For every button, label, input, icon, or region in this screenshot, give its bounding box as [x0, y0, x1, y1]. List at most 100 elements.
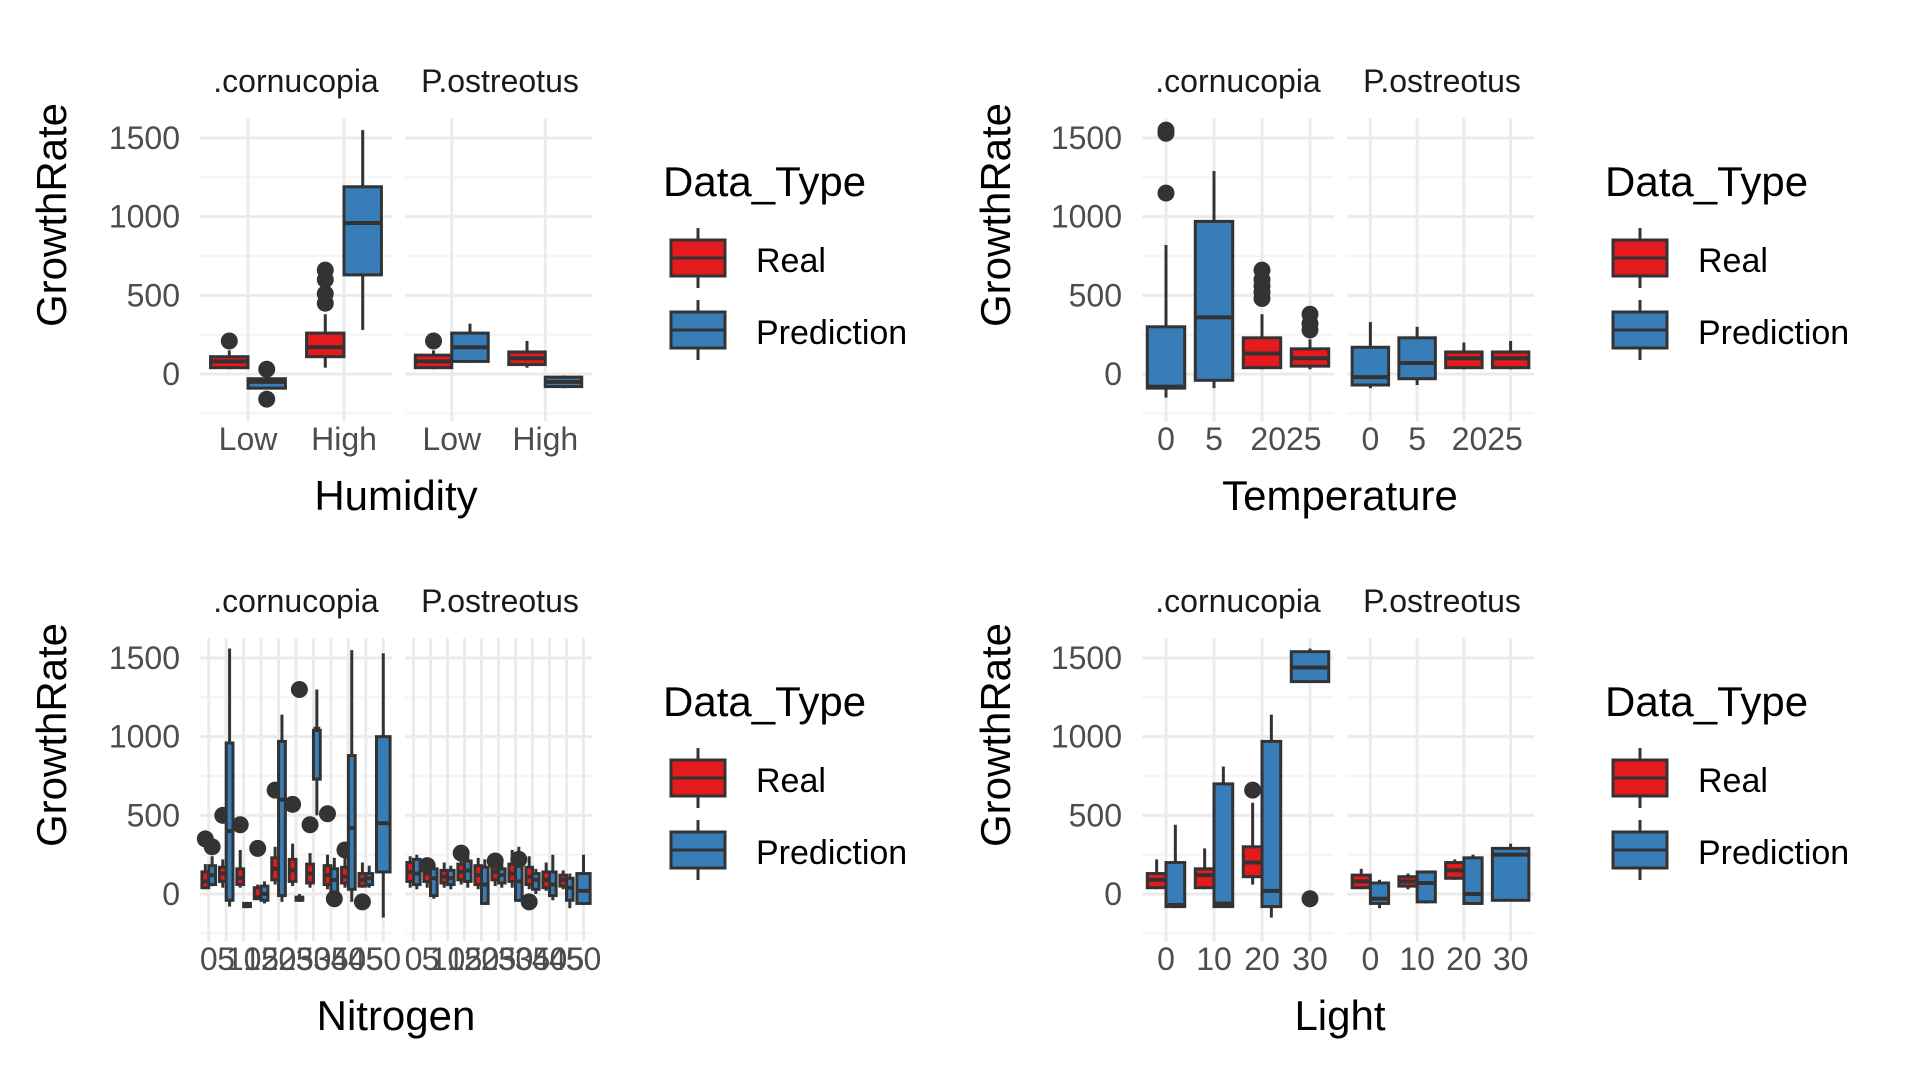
boxplot-prediction: [1193, 171, 1235, 389]
x-tick-label: 15: [243, 941, 279, 977]
box-prediction: [1164, 861, 1187, 909]
boxplot-prediction: [480, 859, 490, 906]
y-tick-label: 500: [127, 277, 180, 313]
x-tick-label: 30: [1493, 941, 1529, 977]
x-tick-label: Low: [219, 421, 279, 457]
boxplot-real: [507, 340, 547, 368]
legend-title: Data_Type: [1605, 678, 1808, 725]
legend-title: Data_Type: [1605, 158, 1808, 205]
y-tick-label: 1000: [1051, 719, 1122, 755]
outlier-point: [520, 893, 538, 911]
boxplot-real: [1241, 261, 1283, 370]
box-prediction: [575, 872, 592, 905]
legend-label-prediction: Prediction: [1698, 834, 1849, 872]
outlier-point: [452, 844, 470, 862]
boxplot-real: [1444, 342, 1484, 370]
y-tick-label: 1000: [1051, 199, 1122, 235]
facet-strip-right: P.ostreotus: [1363, 63, 1521, 99]
outlier-point: [1301, 305, 1319, 323]
boxplot-real: [249, 839, 267, 901]
facet-strip-right: P.ostreotus: [421, 63, 579, 99]
outlier-point: [249, 839, 267, 857]
outlier-point: [316, 261, 334, 279]
chart-humidity: GrowthRate Humidity .cornucopia P.ostreo…: [28, 63, 907, 519]
outlier-point: [290, 680, 308, 698]
outlier-point: [316, 285, 334, 303]
boxplot-real: [1490, 340, 1531, 370]
x-tick-label: 35: [515, 941, 551, 977]
outlier-point: [284, 795, 302, 813]
x-tick-label: 25: [481, 941, 517, 977]
x-tick-label: 5: [217, 941, 235, 977]
legend: Data_Type Real Prediction: [1605, 158, 1849, 352]
boxplot-real: [520, 856, 538, 911]
x-tick-label: 10: [1399, 941, 1435, 977]
boxplot-prediction: [1462, 854, 1484, 906]
boxplot-real: [1397, 873, 1419, 890]
y-tick-label: 1500: [1051, 640, 1122, 676]
legend-key-prediction: [1611, 820, 1669, 880]
x-tick-label: High: [512, 421, 578, 457]
y-tick-label: 0: [1104, 876, 1122, 912]
legend-label-prediction: Prediction: [756, 314, 907, 352]
legend: Data_Type Real Prediction: [663, 158, 907, 352]
boxplot-real: [1350, 868, 1372, 890]
x-axis-title: Nitrogen: [317, 992, 476, 1039]
outlier-point: [220, 332, 238, 350]
box-prediction: [277, 739, 287, 898]
facet-strip-right: P.ostreotus: [1363, 583, 1521, 619]
box-prediction: [374, 735, 392, 874]
box-prediction: [1145, 325, 1187, 390]
box-prediction: [1462, 856, 1484, 905]
outlier-point: [1157, 184, 1175, 202]
boxplot-prediction: [311, 689, 322, 816]
x-tick-label: 35: [313, 941, 349, 977]
x-tick-label: 15: [447, 941, 483, 977]
boxplot-prediction: [246, 360, 287, 408]
x-tick-label: 20: [1446, 941, 1482, 977]
y-axis-title: GrowthRate: [972, 103, 1019, 327]
legend-key-prediction: [669, 300, 727, 360]
y-tick-label: 0: [162, 876, 180, 912]
outlier-point: [1157, 121, 1175, 139]
boxplot-prediction: [1397, 326, 1437, 386]
legend-label-real: Real: [756, 242, 826, 280]
x-tick-label: 0: [405, 941, 423, 977]
facet-strip-right: P.ostreotus: [421, 583, 579, 619]
x-tick-label: 10: [226, 941, 262, 977]
boxplot-prediction: [1289, 648, 1331, 908]
legend-key-real: [1611, 748, 1669, 808]
x-tick-label: 40: [532, 941, 568, 977]
y-tick-label: 1000: [109, 719, 180, 755]
boxplot-real: [301, 816, 319, 888]
box-prediction: [1260, 739, 1283, 909]
x-tick-label: 50: [365, 941, 401, 977]
x-axis-title: Temperature: [1222, 472, 1458, 519]
y-tick-label: 0: [162, 356, 180, 392]
boxplot-prediction: [531, 868, 541, 894]
box-prediction: [224, 741, 235, 902]
y-tick-label: 0: [1104, 356, 1122, 392]
chart-temperature: GrowthRate Temperature .cornucopia P.ost…: [972, 63, 1849, 519]
x-tick-label: 20: [1244, 941, 1280, 977]
x-tick-label: 20: [464, 941, 500, 977]
outlier-point: [203, 838, 221, 856]
outlier-point: [1244, 781, 1262, 799]
legend: Data_Type Real Prediction: [1605, 678, 1849, 872]
x-tick-label: 10: [430, 941, 466, 977]
x-tick-label: 0: [200, 941, 218, 977]
outlier-point: [510, 850, 528, 868]
y-tick-label: 1000: [109, 199, 180, 235]
chart-light: GrowthRate Light .cornucopia P.ostreotus…: [972, 583, 1849, 1039]
boxplot-prediction: [259, 881, 270, 904]
legend-key-real: [669, 228, 727, 288]
legend-key-real: [1611, 228, 1669, 288]
boxplot-prediction: [1490, 843, 1531, 902]
outlier-point: [231, 816, 249, 834]
outlier-point: [425, 332, 443, 350]
boxplot-prediction: [242, 901, 252, 909]
boxplot-real: [1444, 859, 1466, 880]
outlier-point: [325, 890, 343, 908]
legend-label-real: Real: [756, 762, 826, 800]
